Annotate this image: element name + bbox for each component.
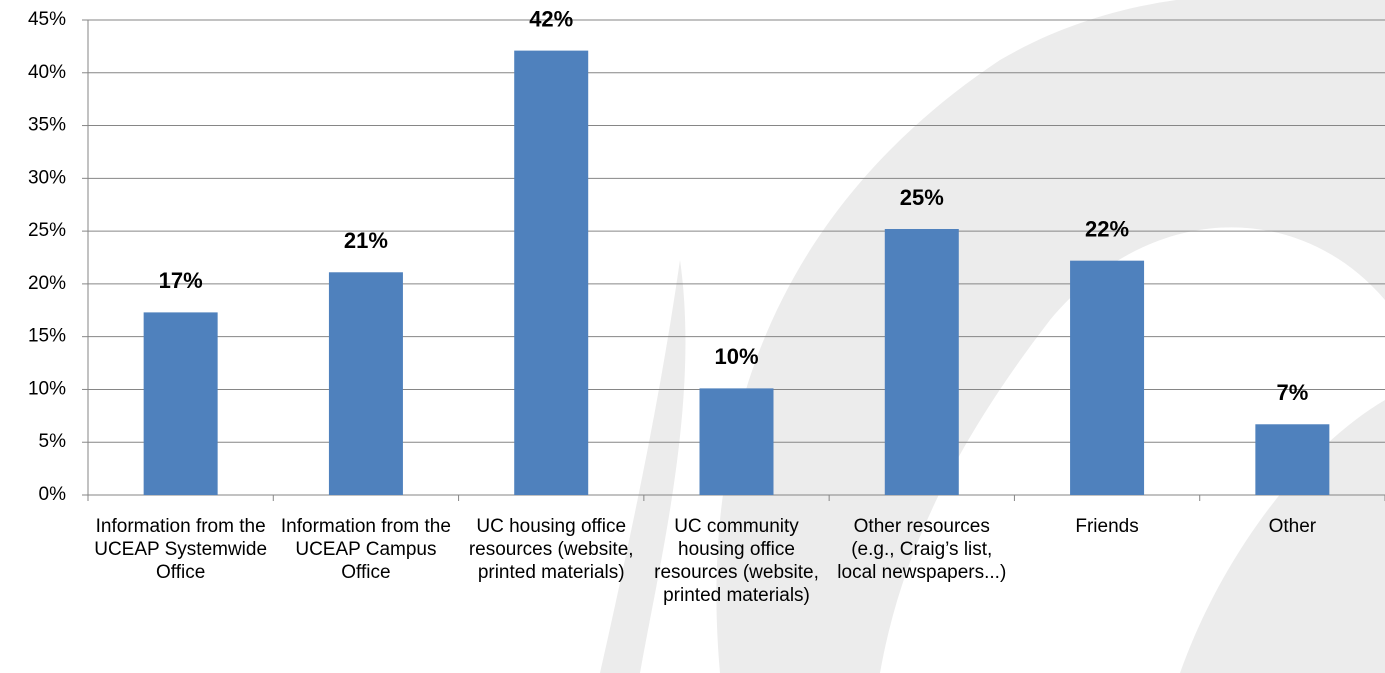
y-tick-label: 30%: [28, 167, 66, 188]
bar: [1070, 261, 1144, 495]
x-tick-label: Friends: [1019, 515, 1195, 538]
y-tick-label: 10%: [28, 378, 66, 399]
y-tick-label: 20%: [28, 273, 66, 294]
value-label: 10%: [714, 344, 758, 369]
y-tick-label: 15%: [28, 326, 66, 347]
y-tick-label: 5%: [39, 431, 67, 452]
bar: [514, 51, 588, 495]
x-tick-label: Other: [1204, 515, 1380, 538]
bar: [885, 229, 959, 495]
watermark-shape: [600, 260, 685, 673]
bar: [329, 272, 403, 495]
y-tick-label: 35%: [28, 115, 66, 136]
value-label: 22%: [1085, 216, 1129, 241]
bar: [1255, 424, 1329, 495]
x-tick-label: UC community housing office resources (w…: [649, 515, 825, 607]
value-label: 25%: [900, 185, 944, 210]
x-tick-label: Information from the UCEAP Systemwide Of…: [93, 515, 269, 584]
value-label: 17%: [159, 268, 203, 293]
x-tick-label: UC housing office resources (website, pr…: [463, 515, 639, 584]
y-tick-label: 45%: [28, 9, 66, 30]
x-tick-label: Other resources (e.g., Craig’s list, loc…: [834, 515, 1010, 584]
y-tick-label: 25%: [28, 220, 66, 241]
value-label: 42%: [529, 6, 573, 31]
y-tick-label: 40%: [28, 62, 66, 83]
bar: [700, 388, 774, 495]
x-tick-label: Information from the UCEAP Campus Office: [278, 515, 454, 584]
value-label: 7%: [1276, 380, 1308, 405]
chart-container: 0% 5% 10% 15% 20% 25% 30% 35% 40% 45% 17% 21% 42% 10%…: [0, 0, 1385, 673]
y-tick-label: 0%: [39, 484, 67, 505]
bar: [144, 312, 218, 495]
value-label: 21%: [344, 228, 388, 253]
